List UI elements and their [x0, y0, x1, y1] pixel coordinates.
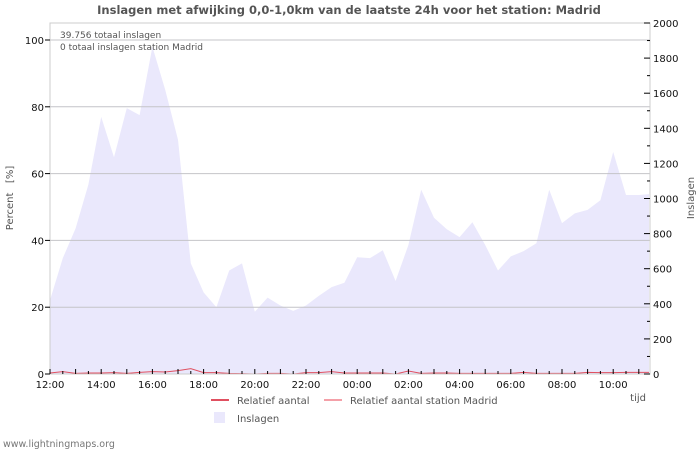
chart-title: Inslagen met afwijking 0,0-1,0km van de … [97, 3, 601, 17]
y2-tick-label: 1000 [653, 195, 678, 206]
y-tick-label: 100 [25, 36, 44, 47]
y2-tick-label: 2000 [653, 19, 678, 30]
y2-tick-label: 800 [653, 230, 672, 241]
y2-tick-label: 1800 [653, 54, 678, 65]
legend-label-relatief: Relatief aantal [237, 396, 310, 407]
y2-tick-label: 200 [653, 335, 672, 346]
x-tick-label: 10:00 [599, 380, 628, 391]
legend-label-inslagen: Inslagen [237, 414, 279, 425]
y-tick-label: 0 [38, 370, 44, 381]
y2-tick-label: 600 [653, 265, 672, 276]
legend-swatch-inslagen [214, 412, 225, 423]
y2-tick-label: 0 [653, 370, 659, 381]
y2-tick-label: 400 [653, 300, 672, 311]
x-tick-label: 20:00 [240, 380, 269, 391]
y-tick-label: 40 [31, 236, 44, 247]
x-tick-label: 18:00 [189, 380, 218, 391]
x-tick-label: 12:00 [36, 380, 65, 391]
legend: Relatief aantal Relatief aantal station … [211, 396, 498, 425]
y2-tick-label: 1200 [653, 159, 678, 170]
x-tick-label: 22:00 [292, 380, 321, 391]
y2-tick-label: 1600 [653, 89, 678, 100]
x-tick-label: 00:00 [343, 380, 372, 391]
x-tick-label: 02:00 [394, 380, 423, 391]
y-tick-label: 60 [31, 170, 44, 181]
y2-tick-label: 1400 [653, 124, 678, 135]
y-tick-label: 20 [31, 303, 44, 314]
annotation-station: 0 totaal inslagen station Madrid [60, 43, 203, 53]
x-tick-label: 08:00 [548, 380, 577, 391]
y-axis-label: Percent [%] [5, 166, 16, 231]
x-tick-label: 14:00 [87, 380, 116, 391]
x-tick-label: 04:00 [445, 380, 474, 391]
footer-credit: www.lightningmaps.org [3, 439, 115, 450]
legend-label-relatief-station: Relatief aantal station Madrid [350, 396, 498, 407]
x-tick-label: 06:00 [496, 380, 525, 391]
x-tick-label: 16:00 [138, 380, 167, 391]
x-axis-label: tijd [630, 393, 646, 404]
series-inslagen-area [50, 46, 649, 374]
y-tick-label: 80 [31, 103, 44, 114]
y2-axis-label: Inslagen [686, 177, 697, 219]
annotation-total: 39.756 totaal inslagen [60, 31, 161, 41]
series-relatief-aantal-line [49, 368, 649, 375]
